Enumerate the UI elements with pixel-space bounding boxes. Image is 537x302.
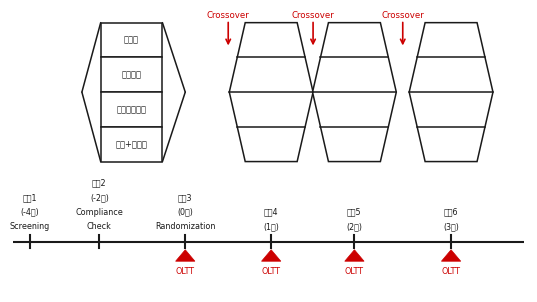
Polygon shape bbox=[409, 23, 493, 162]
Text: OLTT: OLTT bbox=[176, 267, 195, 276]
Text: (0주): (0주) bbox=[177, 207, 193, 217]
Polygon shape bbox=[262, 250, 281, 261]
Text: 방문2: 방문2 bbox=[92, 178, 107, 188]
Text: 대조군: 대조군 bbox=[124, 36, 139, 44]
Text: (-2주): (-2주) bbox=[90, 193, 109, 202]
Text: 마늘+토마토: 마늘+토마토 bbox=[115, 140, 148, 149]
Text: (3주): (3주) bbox=[443, 222, 459, 231]
Polygon shape bbox=[345, 250, 364, 261]
Text: (-4주): (-4주) bbox=[20, 207, 39, 217]
Text: 방문5: 방문5 bbox=[347, 207, 362, 217]
Text: 방문6: 방문6 bbox=[444, 207, 459, 217]
Text: Randomization: Randomization bbox=[155, 222, 215, 231]
Polygon shape bbox=[229, 23, 313, 162]
Text: 토마토추출물: 토마토추출물 bbox=[117, 105, 147, 114]
Text: Compliance: Compliance bbox=[76, 207, 123, 217]
Text: Crossover: Crossover bbox=[207, 11, 250, 20]
Text: 마늘분말: 마늘분말 bbox=[121, 70, 142, 79]
Bar bbox=[101, 23, 162, 57]
Polygon shape bbox=[313, 23, 396, 162]
Bar bbox=[101, 57, 162, 92]
Text: OLTT: OLTT bbox=[345, 267, 364, 276]
Text: 방문3: 방문3 bbox=[178, 193, 193, 202]
Bar bbox=[101, 92, 162, 127]
Text: OLTT: OLTT bbox=[262, 267, 281, 276]
Text: Crossover: Crossover bbox=[381, 11, 424, 20]
Text: OLTT: OLTT bbox=[441, 267, 461, 276]
Bar bbox=[101, 127, 162, 162]
Polygon shape bbox=[441, 250, 461, 261]
Text: 방문4: 방문4 bbox=[264, 207, 279, 217]
Text: (2주): (2주) bbox=[346, 222, 362, 231]
Polygon shape bbox=[176, 250, 195, 261]
Text: 방문1: 방문1 bbox=[22, 193, 37, 202]
Text: Check: Check bbox=[87, 222, 112, 231]
Text: Crossover: Crossover bbox=[292, 11, 335, 20]
Text: (1주): (1주) bbox=[263, 222, 279, 231]
Text: Screening: Screening bbox=[10, 222, 49, 231]
